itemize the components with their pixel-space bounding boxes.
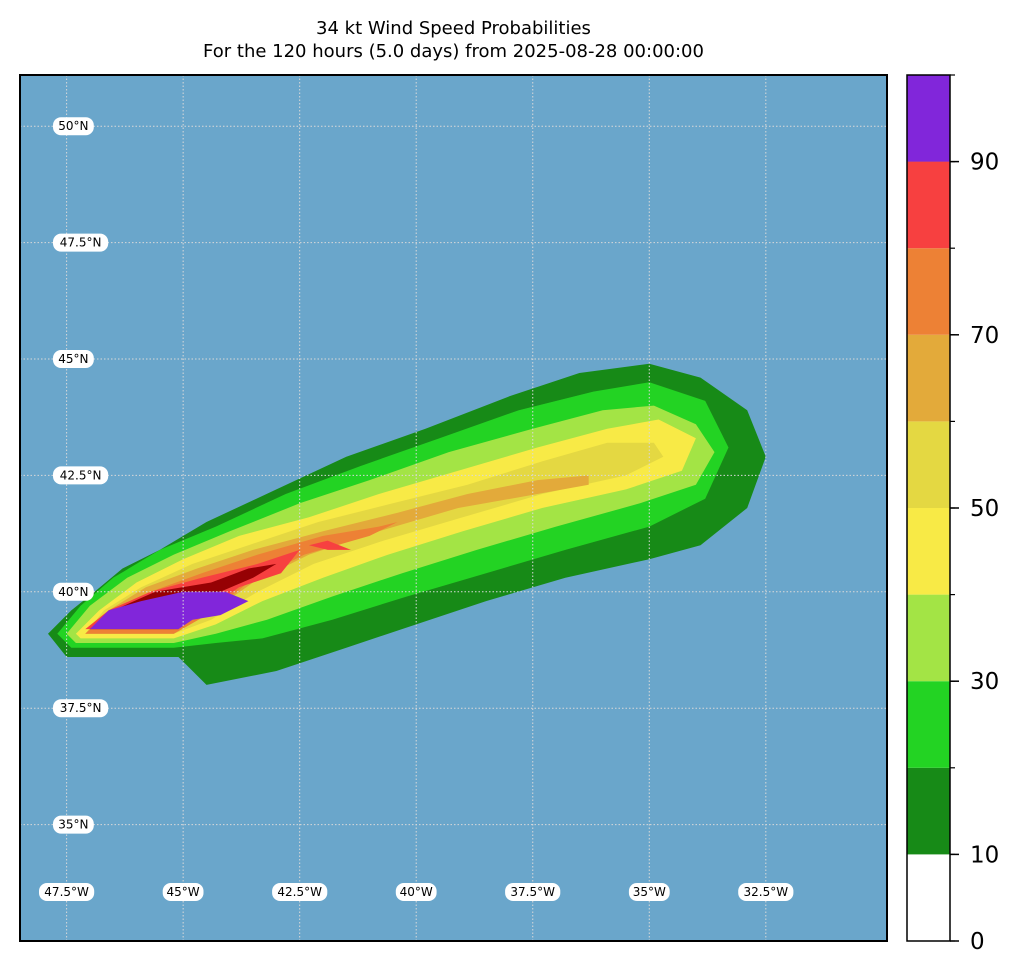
lat-label-text: 50°N	[58, 119, 88, 133]
lat-label-text: 42.5°N	[60, 468, 102, 482]
lat-label: 45°N	[53, 350, 94, 368]
colorbar-tick-label: 70	[970, 323, 999, 349]
colorbar-segment	[907, 161, 950, 249]
chart-title: 34 kt Wind Speed Probabilities	[316, 18, 591, 39]
contour-75-percent	[309, 540, 351, 550]
colorbar-tick-label: 30	[970, 669, 999, 695]
lon-label-text: 45°W	[167, 885, 200, 899]
latitude-labels: 50°N 47.5°N 45°N 42.5°N 40°N 37.5°N 35°N	[53, 117, 109, 834]
colorbar-segment	[907, 681, 950, 768]
colorbar-segment	[907, 75, 950, 162]
lon-label-text: 42.5°W	[277, 885, 322, 899]
lat-label-text: 40°N	[58, 585, 88, 599]
lon-label: 47.5°W	[39, 883, 95, 901]
colorbar-tick-label: 50	[970, 496, 999, 522]
lat-label: 47.5°N	[53, 233, 109, 252]
colorbar: 0 10 30 50 70 90	[906, 74, 999, 955]
lon-label: 32.5°W	[738, 883, 794, 901]
graticule-gridlines	[20, 75, 887, 941]
lon-label: 45°W	[162, 883, 204, 901]
colorbar-segment	[907, 248, 950, 335]
lon-label-text: 35°W	[633, 885, 666, 899]
colorbar-tick-label: 10	[970, 842, 999, 868]
lat-label-text: 37.5°N	[60, 701, 102, 715]
lon-label: 35°W	[628, 883, 670, 901]
colorbar-tick-label: 0	[970, 929, 985, 955]
lat-label: 37.5°N	[53, 699, 109, 718]
chart-subtitle: For the 120 hours (5.0 days) from 2025-0…	[203, 41, 704, 62]
lon-label: 37.5°W	[505, 883, 561, 901]
lat-label: 35°N	[53, 815, 94, 834]
colorbar-segment	[907, 334, 950, 422]
lat-label-text: 47.5°N	[60, 236, 102, 250]
colorbar-segment	[907, 421, 950, 508]
lat-label: 50°N	[53, 117, 94, 136]
lon-label-text: 37.5°W	[510, 885, 555, 899]
contour-95-percent	[89, 591, 249, 630]
probability-contours	[48, 363, 766, 685]
colorbar-segment	[907, 508, 950, 595]
lon-label-text: 47.5°W	[44, 885, 89, 899]
lon-label-text: 32.5°W	[744, 885, 789, 899]
longitude-labels: 47.5°W 45°W 42.5°W 40°W 37.5°W 35°W 32.5°W	[39, 883, 794, 901]
lat-label-text: 45°N	[58, 352, 88, 366]
lat-label: 40°N	[53, 582, 94, 601]
map-frame	[19, 74, 888, 942]
colorbar-segment	[907, 767, 950, 855]
colorbar-segment	[907, 854, 950, 941]
lon-label: 42.5°W	[272, 883, 328, 901]
colorbar-tick-label: 90	[970, 150, 999, 176]
colorbar-segment	[907, 594, 950, 682]
lat-label: 42.5°N	[53, 466, 109, 485]
lat-label-text: 35°N	[58, 818, 88, 832]
lon-label: 40°W	[395, 883, 437, 901]
lon-label-text: 40°W	[400, 885, 433, 899]
